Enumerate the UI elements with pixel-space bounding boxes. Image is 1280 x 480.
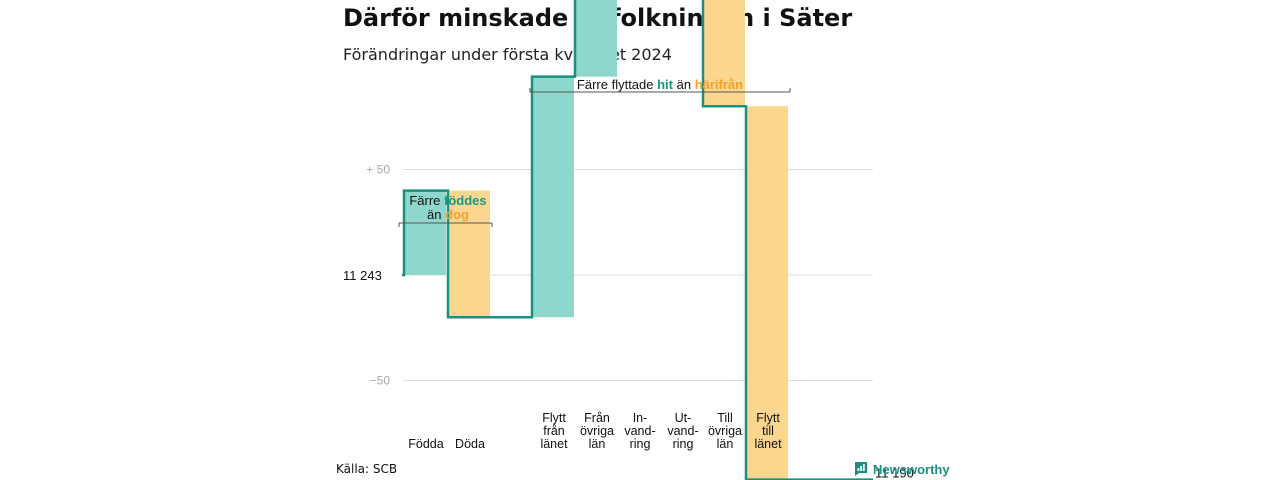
bar-flytt_till_lanet [746,106,788,480]
category-label-line: In- [633,411,648,425]
category-label-line: övriga [580,424,614,438]
newsworthy-icon [855,462,867,476]
category-label-line: till [762,424,774,438]
category-label-flytt_till_lanet: Flytt till länet [754,411,782,451]
brand-logo: Newsworthy [854,461,950,477]
category-label-till_ovriga_lan: Till övriga län [708,411,742,451]
bar-flytt_fran_lanet [532,76,574,318]
category-label-line: Till [717,411,733,425]
category-label-line: ring [630,437,651,451]
category-label-line: Födda [408,437,443,451]
category-label-line: från [543,424,565,438]
annotation-births-line2: än dog [427,207,469,222]
category-label-doda: Döda [455,437,485,451]
annotation-text: Färre [409,193,444,208]
line-layer [402,0,873,480]
annotation-highlight: föddes [444,193,487,208]
category-label-fodda: Födda [408,437,443,451]
bar-layer [404,0,788,480]
category-label-utvandring: Ut-vand-ring [667,411,698,451]
annotation-highlight: hit [657,77,674,92]
annotation-text: än [673,77,695,92]
category-label-line: Från [584,411,610,425]
annotation-highlight: dog [445,207,469,222]
annotation-highlight: härifrån [695,77,743,92]
bar-fodda [404,190,446,275]
category-label-line: län [717,437,734,451]
brand-name: Newsworthy [873,461,950,477]
category-label-line: vand- [624,424,655,438]
bar-till_ovriga_lan [703,0,745,107]
annotation-births-line1: Färre föddes [409,193,486,208]
category-label-line: Flytt [542,411,566,425]
category-label-line: länet [754,437,782,451]
bar-doda [448,190,490,318]
cumulative-step-line [402,0,873,480]
category-label-line: ring [673,437,694,451]
category-label-line: Ut- [675,411,692,425]
annotation-moves: Färre flyttade hit än härifrån [577,77,743,92]
annotation-text: Färre flyttade [577,77,657,92]
category-label-line: Flytt [756,411,780,425]
bar-fran_ovriga_lan [575,0,617,77]
source-note: Källa: SCB [336,462,398,476]
category-label-line: Döda [455,437,485,451]
category-label-line: vand- [667,424,698,438]
category-label-invandring: In-vand-ring [624,411,655,451]
category-label-line: övriga [708,424,742,438]
category-label-line: län [589,437,606,451]
category-label-line: länet [540,437,568,451]
y-tick-label: + 50 [366,163,390,177]
category-label-flytt_fran_lanet: Flytt från länet [540,411,568,451]
grid-layer: + 50 −50 [366,163,873,388]
y-tick-label: −50 [370,374,391,388]
category-label-fran_ovriga_lan: Från övriga län [580,411,614,451]
annotation-text: än [427,207,445,222]
end-value-label: 11 190 [875,466,914,480]
baseline-value-label: 11 243 [343,268,382,283]
